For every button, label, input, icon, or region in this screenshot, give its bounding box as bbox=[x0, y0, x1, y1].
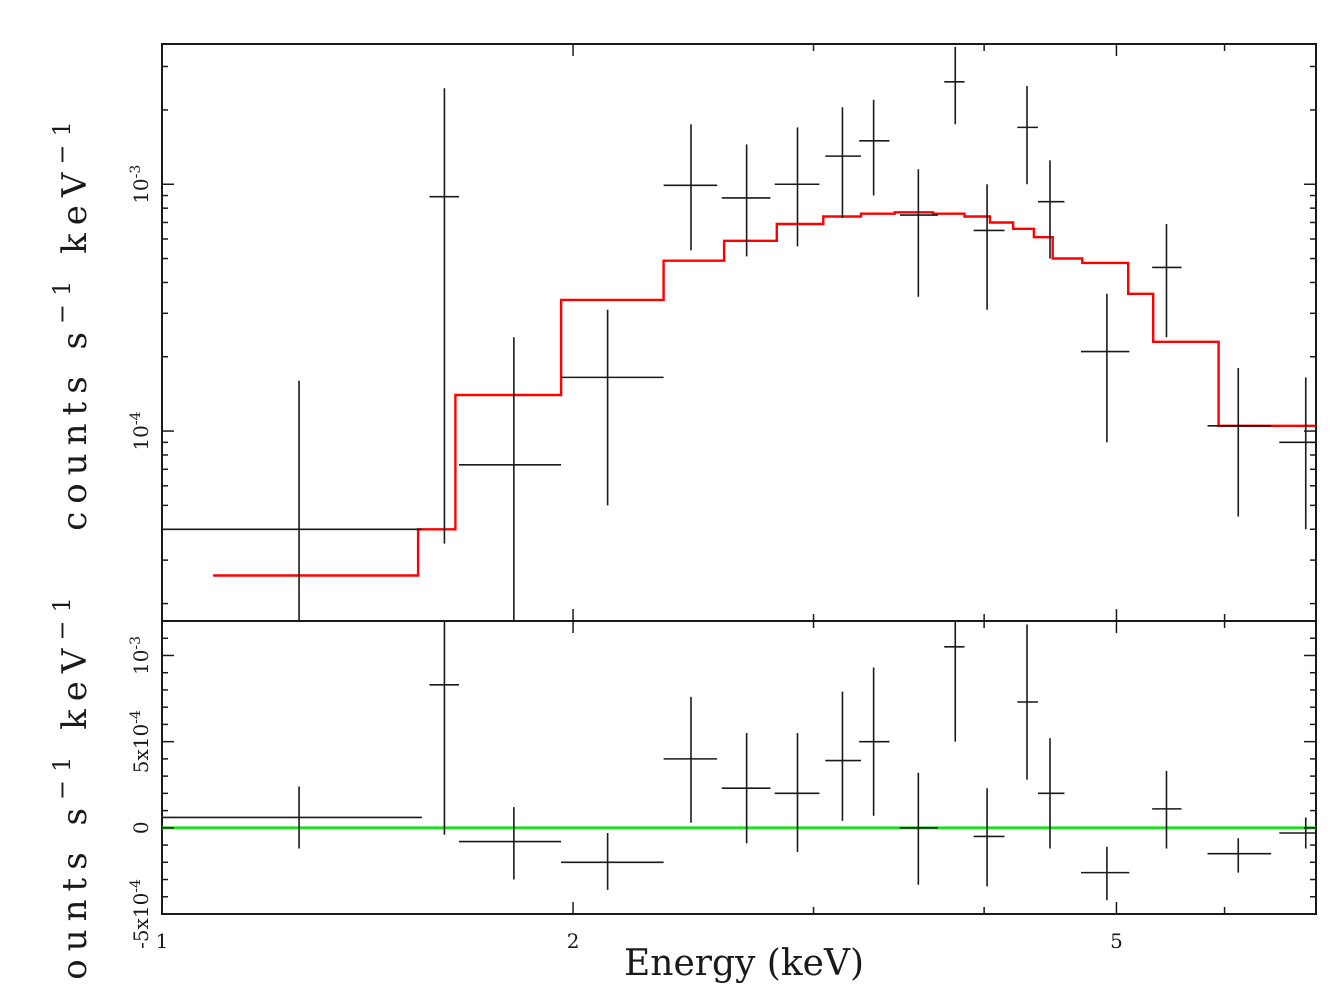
spectrum-data-point bbox=[162, 380, 422, 621]
top-y-tick-label: 10-3 bbox=[128, 165, 153, 204]
model-step-curve bbox=[213, 211, 1316, 577]
x-axis-title: Energy (keV) bbox=[624, 943, 864, 984]
ylabel-exponent: −1 bbox=[48, 273, 76, 324]
ylabel-exponent: −1 bbox=[48, 589, 76, 640]
bottom-y-tick-label: 0 bbox=[129, 821, 153, 834]
spectrum-data-point bbox=[561, 309, 664, 506]
x-tick-label: 1 bbox=[156, 929, 169, 953]
residual-data-point bbox=[944, 621, 965, 742]
tick-label-exponent: -3 bbox=[128, 165, 144, 179]
bottom-y-tick-label: 10-3 bbox=[128, 636, 153, 675]
spectrum-data-point bbox=[1081, 293, 1130, 443]
residual-data-point bbox=[1017, 624, 1038, 780]
tick-label-exponent: -4 bbox=[128, 710, 144, 724]
tick-label-base: 10 bbox=[129, 178, 153, 203]
top-y-tick-label: 10-4 bbox=[128, 411, 153, 450]
residual-data-point bbox=[458, 807, 562, 880]
spectrum-data-point bbox=[774, 127, 820, 247]
top-y-tick-labels: 10-410-3 bbox=[128, 165, 153, 451]
ylabel-part: keV bbox=[55, 165, 95, 273]
tick-label-base: 10 bbox=[129, 425, 153, 450]
tick-label-base: -5x10 bbox=[129, 893, 153, 949]
spectrum-data-point bbox=[1207, 368, 1272, 517]
ylabel-part: keV bbox=[55, 641, 95, 749]
spectrum-data-series bbox=[162, 46, 1316, 621]
spectrum-data-point bbox=[1279, 377, 1316, 530]
ylabel-exponent: −1 bbox=[48, 113, 76, 164]
spectrum-data-point bbox=[1017, 86, 1038, 185]
residual-data-point bbox=[1207, 838, 1272, 873]
x-tick-label: 5 bbox=[1110, 929, 1123, 953]
ylabel-part: counts s bbox=[55, 800, 95, 989]
bottom-y-axis-title: counts s−1 keV−1 bbox=[48, 589, 95, 994]
tick-label-exponent: -4 bbox=[128, 879, 144, 893]
spectrum-data-point bbox=[458, 337, 562, 621]
tick-label-exponent: -3 bbox=[128, 636, 144, 650]
residual-data-point bbox=[721, 733, 771, 844]
residual-data-point bbox=[973, 788, 1005, 887]
model-series bbox=[213, 211, 1316, 577]
bottom-panel bbox=[161, 620, 1317, 915]
spectrum-data-point bbox=[859, 99, 890, 196]
residual-data-point bbox=[774, 733, 820, 852]
bottom-y-tick-label: -5x10-4 bbox=[128, 879, 153, 949]
residual-data-point bbox=[899, 772, 938, 885]
spectrum-data-point bbox=[899, 169, 938, 297]
bottom-y-tick-label: 5x10-4 bbox=[128, 710, 153, 773]
residual-data-point bbox=[859, 667, 890, 816]
residual-data-point bbox=[1279, 817, 1316, 849]
ylabel-part: counts s bbox=[55, 324, 95, 531]
residual-data-point bbox=[663, 696, 718, 823]
tick-label-base: 5x10 bbox=[129, 724, 153, 773]
spectrum-data-point bbox=[973, 184, 1005, 310]
spectrum-data-point bbox=[663, 124, 718, 251]
x-tick-label: 2 bbox=[567, 929, 580, 953]
residual-data-point bbox=[825, 691, 861, 821]
spectrum-data-point bbox=[1152, 224, 1182, 338]
bottom-panel-frame bbox=[161, 620, 1317, 915]
top-y-axis-title: counts s−1 keV−1 bbox=[48, 113, 95, 531]
spectrum-data-point bbox=[721, 144, 771, 257]
ylabel-exponent: −1 bbox=[48, 749, 76, 800]
tick-label-base: 0 bbox=[129, 821, 153, 834]
x-tick-labels: 1 2 5 bbox=[156, 929, 1123, 953]
tick-label-exponent: -4 bbox=[128, 411, 144, 425]
residual-data-point bbox=[1152, 770, 1182, 849]
axis-ticks bbox=[161, 44, 1316, 915]
residual-data-point bbox=[162, 786, 422, 849]
bottom-y-axis-title-text: counts s−1 keV−1 bbox=[48, 589, 95, 989]
top-panel bbox=[161, 43, 1317, 622]
residual-data-point bbox=[1037, 738, 1065, 849]
spectrum-data-point bbox=[429, 88, 459, 544]
top-y-axis-title-text: counts s−1 keV−1 bbox=[48, 113, 95, 531]
spectrum-data-point bbox=[1037, 160, 1065, 259]
residual-data-point bbox=[1081, 846, 1130, 901]
spectrum-data-point bbox=[825, 107, 861, 218]
residual-data-series bbox=[162, 621, 1316, 901]
top-panel-frame bbox=[161, 43, 1317, 622]
residual-data-point bbox=[561, 832, 664, 890]
spectrum-data-point bbox=[944, 46, 965, 125]
residual-data-point bbox=[429, 621, 459, 835]
tick-label-base: 10 bbox=[129, 650, 153, 675]
